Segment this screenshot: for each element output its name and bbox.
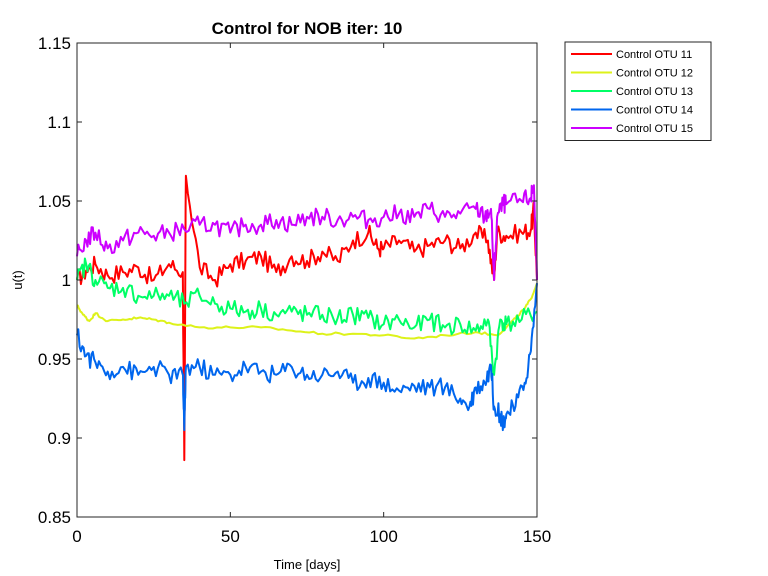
series-line-otu-11 (76, 174, 538, 462)
x-tick-label: 100 (369, 527, 397, 546)
series-line-otu-14 (76, 283, 538, 432)
y-tick-label: 1 (62, 271, 71, 290)
legend-entry-label: Control OTU 13 (616, 86, 693, 98)
y-tick-label: 1.05 (38, 192, 71, 211)
legend-entry-label: Control OTU 11 (616, 49, 692, 61)
y-axis-label: u(t) (10, 270, 25, 290)
series-line-otu-13 (76, 257, 538, 376)
legend-entry-label: Control OTU 14 (616, 105, 693, 117)
x-tick-label: 150 (523, 527, 551, 546)
y-tick-label: 0.95 (38, 350, 71, 369)
y-tick-label: 1.1 (47, 113, 71, 132)
series-line-otu-15 (76, 184, 538, 281)
series-line-otu-12 (76, 282, 538, 340)
x-tick-label: 50 (221, 527, 240, 546)
x-tick-label: 0 (72, 527, 81, 546)
chart-title: Control for NOB iter: 10 (212, 19, 403, 38)
y-tick-label: 1.15 (38, 34, 71, 53)
legend-entry-label: Control OTU 12 (616, 68, 693, 80)
plot-area (76, 174, 538, 462)
legend-entry-label: Control OTU 15 (616, 123, 693, 135)
legend: Control OTU 11 Control OTU 12 Control OTU … (564, 41, 712, 141)
x-axis-label: Time [days] (274, 557, 341, 572)
y-tick-label: 0.85 (38, 508, 71, 527)
y-tick-label: 0.9 (47, 429, 71, 448)
